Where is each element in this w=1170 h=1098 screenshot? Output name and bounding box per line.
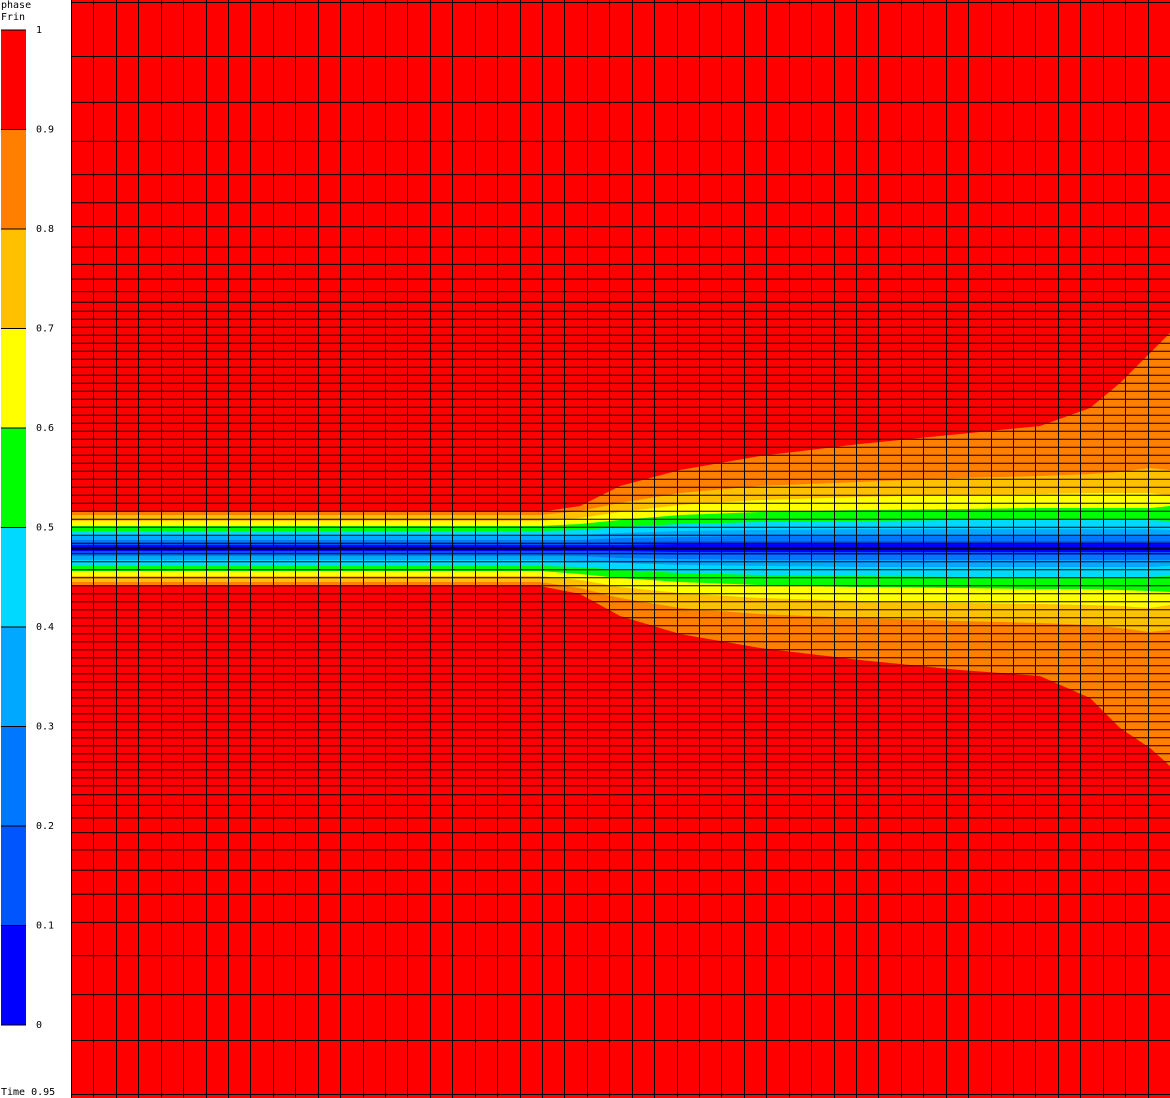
colorbar-tick-label: 0.2 bbox=[36, 821, 54, 832]
colorbar-tick-label: 0.4 bbox=[36, 622, 54, 633]
colorbar-band-0 bbox=[1, 925, 26, 1025]
colorbar-tick-label: 0.8 bbox=[36, 224, 54, 235]
colorbar-band-9 bbox=[1, 30, 26, 130]
colorbar-tick-label: 0.6 bbox=[36, 423, 54, 434]
colorbar-legend: phase Frin 0 0.1 0.2 0.3 0.4 0.5 0.6 0.7 0.8 0.9 1 bbox=[1, 0, 54, 1031]
colorbar-band-2 bbox=[1, 726, 26, 826]
colorbar-band-6 bbox=[1, 328, 26, 428]
contour-core bbox=[71, 547, 1170, 550]
colorbar-ticks: 0 0.1 0.2 0.3 0.4 0.5 0.6 0.7 0.8 0.9 1 bbox=[1, 25, 54, 1031]
colorbar-tick-label: 0.5 bbox=[36, 523, 54, 534]
colorbar-band-8 bbox=[1, 129, 26, 229]
contour-plot bbox=[71, 0, 1170, 1098]
colorbar-band-1 bbox=[1, 826, 26, 926]
colorbar-band-4 bbox=[1, 527, 26, 627]
colorbar-band-7 bbox=[1, 229, 26, 329]
colorbar-band-5 bbox=[1, 428, 26, 528]
colorbar-band-3 bbox=[1, 627, 26, 727]
colorbar-tick-label: 0.7 bbox=[36, 324, 54, 335]
mesh-grid bbox=[71, 0, 1170, 1098]
legend-title-line1: phase bbox=[1, 0, 31, 11]
time-label: Time 0.95 bbox=[1, 1087, 55, 1098]
colorbar-tick-label: 1 bbox=[36, 25, 42, 36]
colorbar-tick-label: 0 bbox=[36, 1020, 42, 1031]
colorbar-tick-label: 0.9 bbox=[36, 125, 54, 136]
colorbar-tick-label: 0.3 bbox=[36, 722, 54, 733]
colorbar-bands bbox=[1, 30, 26, 1025]
legend-title-line2: Frin bbox=[1, 12, 25, 23]
colorbar-tick-label: 0.1 bbox=[36, 921, 54, 932]
